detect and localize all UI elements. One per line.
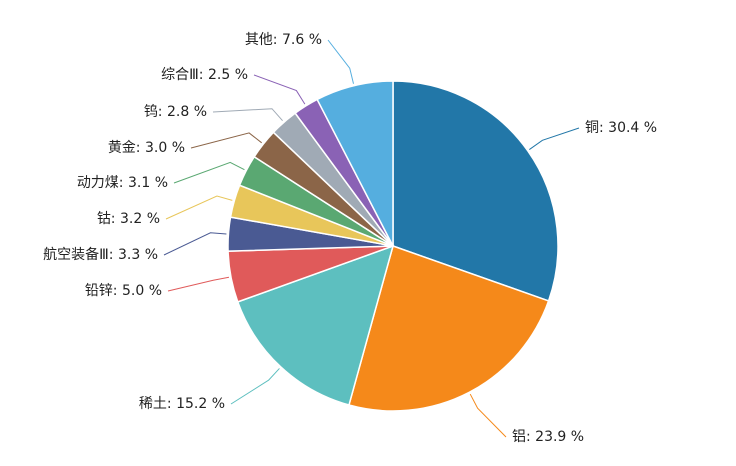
slice-label: 其他: 7.6 %	[245, 32, 322, 48]
pie-slice	[316, 80, 394, 247]
pie-slice	[392, 80, 559, 302]
slice-label: 综合Ⅲ: 2.5 %	[161, 67, 248, 83]
slice-label: 钴: 3.2 %	[97, 211, 160, 227]
leader-line	[173, 161, 245, 184]
slice-label: 铝: 23.9 %	[512, 429, 584, 445]
leader-line	[212, 108, 283, 122]
slice-label: 铜: 30.4 %	[585, 120, 657, 136]
pie-slice	[348, 245, 550, 412]
leader-line	[253, 74, 306, 105]
leader-line	[163, 232, 227, 256]
leader-line	[167, 276, 230, 292]
slice-label: 黄金: 3.0 %	[108, 139, 185, 156]
slice-label: 铅锌: 5.0 %	[85, 283, 162, 299]
leader-line	[529, 127, 580, 150]
leader-line	[469, 393, 507, 438]
leader-line	[190, 132, 262, 149]
leader-line	[230, 368, 280, 405]
slice-label: 稀土: 15.2 %	[139, 396, 225, 412]
pie-slice	[236, 244, 395, 406]
slice-label: 钨: 2.8 %	[144, 104, 207, 120]
leader-line	[165, 195, 233, 220]
slice-label: 航空装备Ⅲ: 3.3 %	[43, 246, 158, 263]
slice-label: 动力煤: 3.1 %	[77, 175, 168, 191]
leader-line	[327, 39, 354, 84]
